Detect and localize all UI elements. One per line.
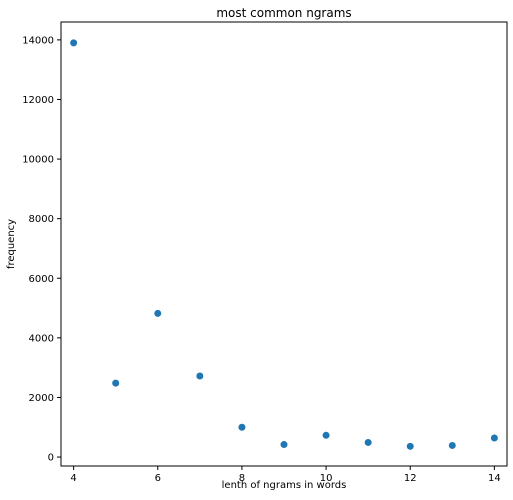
plot-area [60,21,508,467]
y-tick-label: 8000 [29,214,54,225]
y-tick-label: 4000 [29,333,54,344]
x-tick-label: 12 [404,473,417,484]
data-point [448,441,456,449]
x-tick-label: 6 [155,473,161,484]
y-tick-label: 14000 [22,35,54,46]
y-tick-label: 10000 [22,155,54,166]
y-axis-label: frequency [6,219,17,269]
y-tick-label: 12000 [22,95,54,106]
y-tick-label: 0 [48,453,54,464]
x-tick-label: 14 [488,473,501,484]
x-tick-label: 4 [70,473,76,484]
x-axis-ticks: 4 6 8 10 12 14 [70,466,501,484]
data-point [154,309,162,317]
data-point [238,423,246,431]
x-axis-label: lenth of ngrams in words [222,480,347,491]
data-point [70,39,78,47]
data-points [70,39,498,450]
x-tick-label: 10 [320,473,333,484]
data-point [280,441,288,449]
data-point [322,431,330,439]
data-point [406,442,414,450]
chart-title: most common ngrams [216,6,351,20]
x-tick-label: 8 [239,473,245,484]
y-tick-label: 2000 [29,393,54,404]
y-axis-ticks: 0 2000 4000 6000 8000 10000 12000 14000 [22,35,61,464]
data-point [112,379,120,387]
data-point [196,372,204,380]
data-point [490,434,498,442]
y-tick-label: 6000 [29,274,54,285]
data-point [364,438,372,446]
